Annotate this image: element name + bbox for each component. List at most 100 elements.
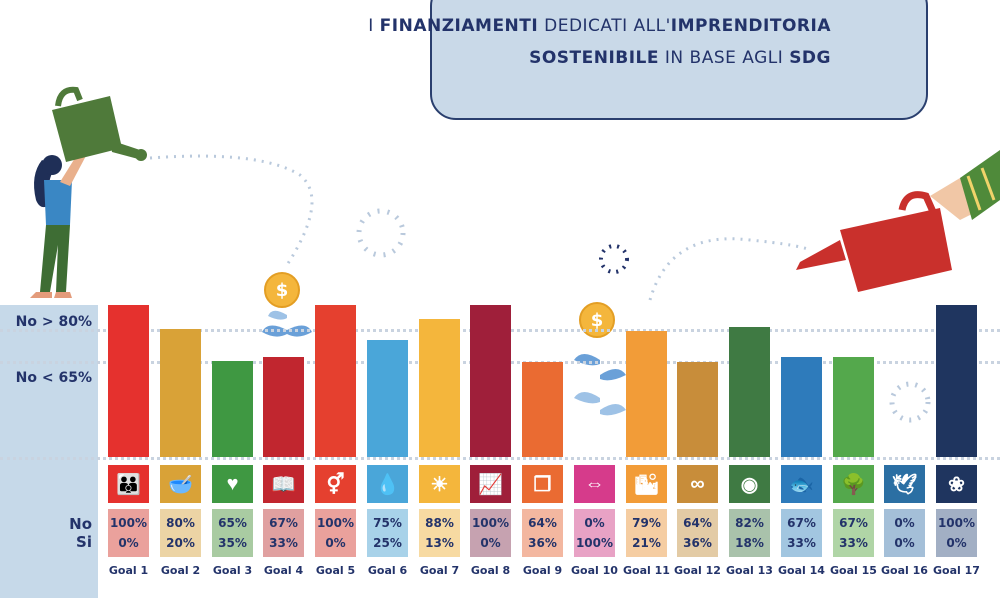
dotted-circle-deco — [356, 208, 406, 258]
bar-goal-12 — [677, 362, 718, 457]
bar-goal-15 — [833, 356, 874, 457]
pct-cell-goal-7: 88% 13% — [419, 509, 460, 557]
goal-label: Goal 6 — [367, 564, 408, 577]
dotted-circle-deco — [599, 244, 629, 274]
goal-label: Goal 8 — [470, 564, 511, 577]
goal-label: Goal 14 — [778, 564, 825, 577]
title-word-finanziamenti: FINANZIAMENTI — [379, 16, 539, 36]
title-word-sostenibile: SOSTENIBILE — [529, 48, 660, 68]
pct-cell-goal-5: 100% 0% — [315, 509, 356, 557]
bar-goal-17 — [936, 305, 977, 457]
goal-label: Goal 2 — [160, 564, 201, 577]
goal-label: Goal 15 — [830, 564, 877, 577]
title-line-2: SOSTENIBILE IN BASE AGLI SDG — [529, 48, 831, 68]
growth-chart-icon: 📈 — [470, 465, 511, 503]
bar-goal-2 — [160, 329, 201, 457]
si-value: 33% — [839, 536, 868, 550]
bar-goal-4 — [263, 356, 304, 457]
si-value: 36% — [683, 536, 712, 550]
bar-goal-9 — [522, 362, 563, 457]
goal-label: Goal 17 — [933, 564, 980, 577]
pct-cell-goal-4: 67% 33% — [263, 509, 304, 557]
sun-icon: ☀ — [419, 465, 460, 503]
pct-cell-goal-17: 100% 0% — [936, 509, 977, 557]
si-value: 25% — [373, 536, 402, 550]
pct-cell-goal-16: 0% 0% — [884, 509, 925, 557]
goal-label: Goal 5 — [315, 564, 356, 577]
si-value: 0% — [894, 536, 915, 550]
no-value: 100% — [471, 516, 510, 530]
si-value: 0% — [325, 536, 346, 550]
pct-cell-goal-3: 65% 35% — [212, 509, 253, 557]
heartbeat-icon: ♥ — [212, 465, 253, 503]
red-watering-can — [796, 150, 1000, 292]
title-word-in-base-agli: IN BASE AGLI — [664, 48, 784, 68]
pct-cell-goal-8: 100% 0% — [470, 509, 511, 557]
title-word-sdg: SDG — [789, 48, 831, 68]
row-label-panel — [0, 305, 98, 598]
si-value: 35% — [218, 536, 247, 550]
goal-label: Goal 11 — [623, 564, 670, 577]
goal-label: Goal 9 — [522, 564, 563, 577]
tree-icon: 🌳 — [833, 465, 874, 503]
coin-sprout-goal4: $ — [262, 272, 312, 350]
pct-cell-goal-1: 100% 0% — [108, 509, 149, 557]
pct-cell-goal-15: 67% 33% — [833, 509, 874, 557]
label-no: No — [69, 515, 92, 533]
bar-goal-5 — [315, 305, 356, 457]
no-value: 100% — [109, 516, 148, 530]
coin-sprout-goal10: $ — [574, 302, 626, 455]
city-icon: 🏙 — [626, 465, 667, 503]
si-value: 20% — [166, 536, 195, 550]
label-no-below-65: No < 65% — [15, 370, 92, 386]
goal-label: Goal 3 — [212, 564, 253, 577]
title-box: I FINANZIAMENTI DEDICATI ALL'IMPRENDITOR… — [368, 0, 928, 120]
si-value: 21% — [632, 536, 661, 550]
bar-goal-14 — [781, 356, 822, 457]
people-icon: 👪 — [108, 465, 149, 503]
no-value: 80% — [166, 516, 195, 530]
bowl-icon: 🥣 — [160, 465, 201, 503]
no-value: 100% — [937, 516, 976, 530]
title-word-i: I — [368, 16, 374, 36]
si-value: 0% — [480, 536, 501, 550]
goal-label: Goal 1 — [108, 564, 149, 577]
gender-icon: ⚥ — [315, 465, 356, 503]
dove-icon: 🕊 — [884, 465, 925, 503]
si-value: 100% — [575, 536, 614, 550]
baseline-line — [0, 457, 1000, 460]
svg-text:$: $ — [591, 310, 604, 331]
book-icon: 📖 — [263, 465, 304, 503]
bar-goal-8 — [470, 305, 511, 457]
goal-label: Goal 13 — [726, 564, 773, 577]
rings-icon: ❀ — [936, 465, 977, 503]
goal-label: Goal 12 — [674, 564, 721, 577]
green-watering-can — [52, 86, 147, 162]
no-value: 79% — [632, 516, 661, 530]
fish-icon: 🐟 — [781, 465, 822, 503]
bar-goal-11 — [626, 331, 667, 457]
no-value: 67% — [269, 516, 298, 530]
label-no-above-80: No > 80% — [15, 314, 92, 330]
woman-illustration — [30, 150, 88, 298]
no-value: 0% — [584, 516, 605, 530]
bar-goal-6 — [367, 339, 408, 457]
no-value: 0% — [894, 516, 915, 530]
pct-cell-goal-14: 67% 33% — [781, 509, 822, 557]
pct-cell-goal-9: 64% 36% — [522, 509, 563, 557]
no-value: 65% — [218, 516, 247, 530]
goal-label: Goal 7 — [419, 564, 460, 577]
no-value: 100% — [316, 516, 355, 530]
pct-cell-goal-12: 64% 36% — [677, 509, 718, 557]
no-value: 67% — [839, 516, 868, 530]
equality-icon: ⇔ — [574, 465, 615, 503]
goal-label: Goal 10 — [571, 564, 618, 577]
goal-label: Goal 16 — [881, 564, 928, 577]
no-value: 64% — [528, 516, 557, 530]
svg-text:$: $ — [276, 280, 289, 301]
goal-label: Goal 4 — [263, 564, 304, 577]
no-value: 64% — [683, 516, 712, 530]
dotted-circle-deco — [889, 381, 931, 423]
infinity-icon: ∞ — [677, 465, 718, 503]
